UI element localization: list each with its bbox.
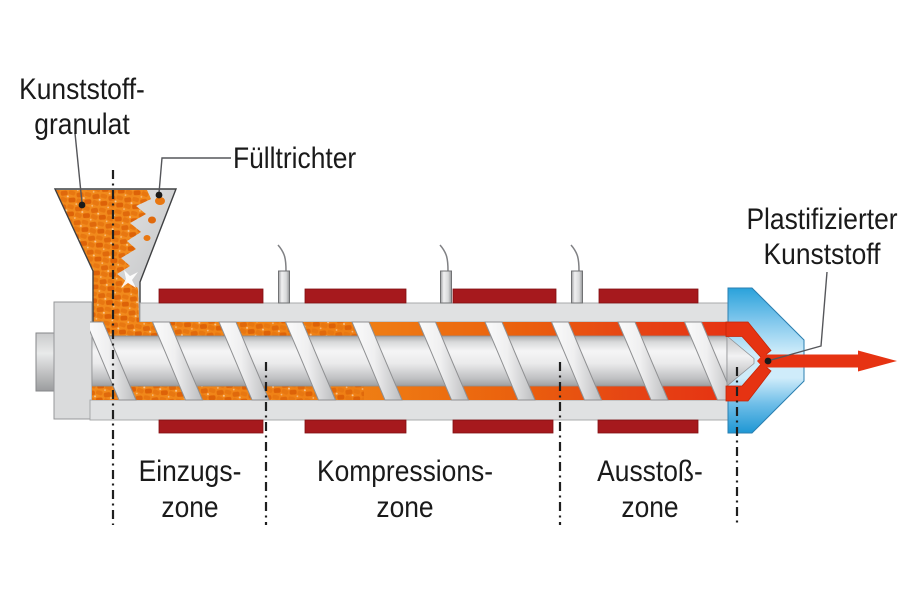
hopper-leader-dot	[155, 191, 163, 199]
hopper-leader-line	[158, 157, 231, 194]
granulate-label-line2: granulat	[34, 108, 130, 141]
barrel-wall-top	[139, 302, 729, 323]
granulate-texture-bottom	[92, 385, 364, 400]
output-label-line1: Plastifizierter	[746, 203, 898, 236]
zone-label-line2: zone	[621, 491, 679, 524]
granulate-leader-dot	[78, 201, 86, 209]
hopper-outline	[53, 188, 178, 322]
leader-lines	[74, 132, 828, 361]
output-label: Plastifizierter Kunststoff	[725, 202, 900, 272]
temperature-sensor	[439, 244, 453, 304]
zone-label-line2: zone	[161, 491, 219, 524]
melt-channel	[725, 321, 897, 402]
granule-cluster	[148, 216, 156, 224]
zone-label-ausstosszone: Ausstoß- zone	[569, 454, 731, 526]
drive-shaft-stub	[35, 332, 57, 392]
barrel-wall-bottom	[89, 399, 729, 421]
heater-band	[304, 419, 407, 434]
heater-bands	[158, 288, 699, 434]
heater-band	[597, 419, 699, 434]
zone-label-line1: Einzugs-	[138, 455, 242, 488]
heater-band	[158, 419, 264, 434]
zone-label-line2: zone	[376, 491, 434, 524]
melt-arrow-shaft	[763, 354, 858, 368]
zone-label-line1: Kompressions-	[316, 455, 494, 488]
heater-band	[158, 288, 264, 304]
hopper-label: Fülltrichter	[233, 142, 357, 175]
output-leader-dot	[764, 357, 772, 365]
heater-band	[598, 288, 699, 304]
barrel-flange	[53, 301, 93, 420]
heater-band	[452, 419, 554, 434]
screw-root	[91, 335, 728, 387]
zone-label-line1: Ausstoß-	[597, 455, 703, 488]
output-label-line2: Kunststoff	[763, 238, 881, 271]
output-leader-line	[770, 271, 828, 361]
zone-label-kompressionszone: Kompressions- zone	[306, 454, 503, 526]
granulate-label: Kunststoff- granulat	[5, 72, 160, 142]
granulate-sparkle	[121, 270, 138, 288]
screw	[90, 321, 728, 401]
temperature-sensor	[277, 244, 291, 304]
melt-arrow-head	[858, 350, 897, 372]
granulate-label-line1: Kunststoff-	[19, 73, 145, 106]
heater-band	[452, 288, 557, 304]
granule-cluster	[143, 235, 151, 241]
temperature-sensor	[570, 244, 584, 304]
zone-dividers	[111, 170, 739, 525]
heater-band	[304, 288, 407, 304]
granulate-fill	[55, 190, 165, 322]
granulate-leader-line	[74, 132, 83, 204]
granule-cluster	[155, 197, 165, 205]
screw-tip-cone	[726, 335, 755, 387]
granulate-texture	[55, 190, 151, 322]
zone-label-einzugszone: Einzugs- zone	[124, 454, 256, 526]
